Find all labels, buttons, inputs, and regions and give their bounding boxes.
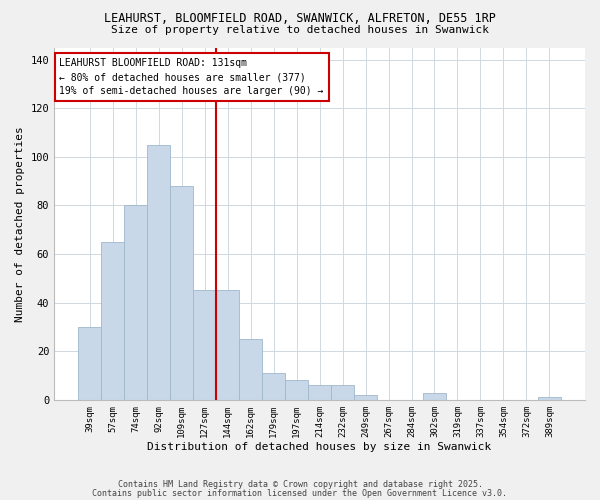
Text: LEAHURST BLOOMFIELD ROAD: 131sqm
← 80% of detached houses are smaller (377)
19% : LEAHURST BLOOMFIELD ROAD: 131sqm ← 80% o…: [59, 58, 324, 96]
Text: LEAHURST, BLOOMFIELD ROAD, SWANWICK, ALFRETON, DE55 1RP: LEAHURST, BLOOMFIELD ROAD, SWANWICK, ALF…: [104, 12, 496, 26]
Bar: [170, 186, 193, 400]
Bar: [308, 386, 331, 400]
Bar: [147, 144, 170, 400]
Bar: [354, 395, 377, 400]
Bar: [285, 380, 308, 400]
Bar: [538, 398, 561, 400]
Bar: [423, 392, 446, 400]
Text: Size of property relative to detached houses in Swanwick: Size of property relative to detached ho…: [111, 25, 489, 35]
Bar: [262, 373, 285, 400]
Text: Contains HM Land Registry data © Crown copyright and database right 2025.: Contains HM Land Registry data © Crown c…: [118, 480, 482, 489]
Bar: [193, 290, 216, 400]
Bar: [331, 386, 354, 400]
Bar: [124, 206, 147, 400]
Bar: [216, 290, 239, 400]
Text: Contains public sector information licensed under the Open Government Licence v3: Contains public sector information licen…: [92, 488, 508, 498]
Bar: [101, 242, 124, 400]
Y-axis label: Number of detached properties: Number of detached properties: [15, 126, 25, 322]
X-axis label: Distribution of detached houses by size in Swanwick: Distribution of detached houses by size …: [148, 442, 492, 452]
Bar: [239, 339, 262, 400]
Bar: [78, 327, 101, 400]
